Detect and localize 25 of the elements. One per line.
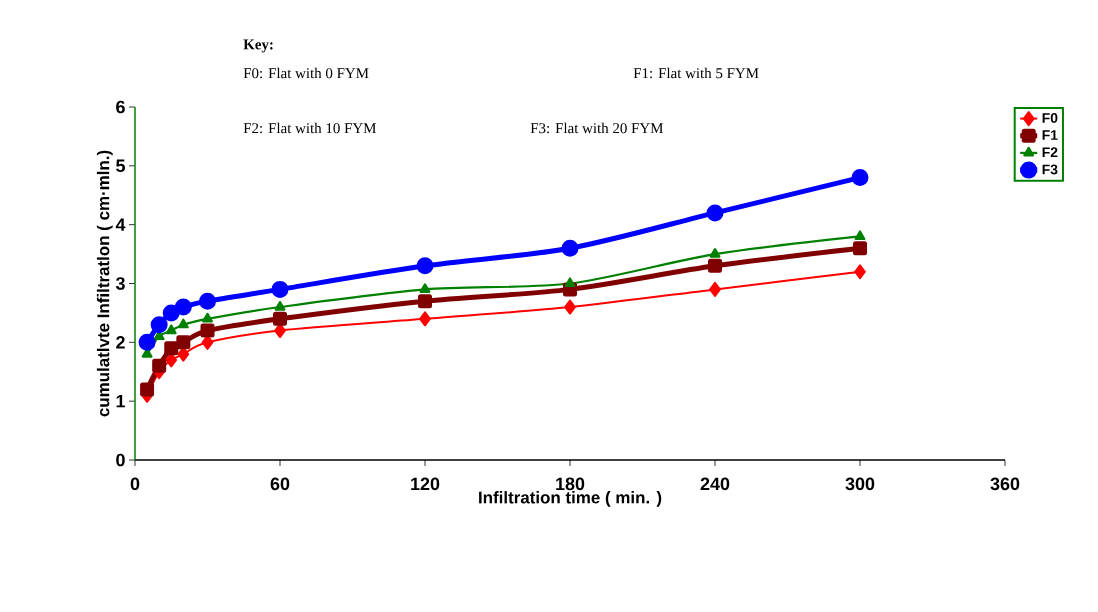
x-tick-label: 360 [990,477,1020,491]
text: F1: Flat with 5 FYM [633,67,759,79]
x-axis-title: Infiltration time ( min. ) [479,491,662,507]
legend-label: F2 [1042,147,1058,158]
text: F0: Flat with 0 FYM [243,67,369,79]
x-tick-label: 60 [270,477,290,491]
legend-label: F3 [1042,164,1058,175]
legend-label: F0 [1042,112,1058,123]
legend-label: F1 [1042,130,1058,140]
y-axis-title: cumulatlvte Infiltratlon ( cm·mln.) [96,150,113,417]
x-tick-label: 180 [556,477,585,491]
x-tick-label: 240 [700,477,730,491]
y-tick-label: 2 [116,336,125,349]
annotation: F3: Flat with 20 FYM [530,122,664,134]
y-tick-label: 1 [116,394,125,408]
x-tick-label: 0 [130,477,140,491]
annotation: F2: Flat with 10 FYM [243,122,377,134]
y-tick-label: 3 [115,277,125,290]
y-tick-label: 4 [115,218,126,231]
y-tick-label: 6 [116,100,125,114]
x-tick-label: 300 [845,477,875,491]
x-tick-label: 120 [411,477,440,491]
text: Key: [243,39,273,53]
y-tick-label: 5 [116,159,125,173]
y-tick-label: 0 [116,453,125,467]
